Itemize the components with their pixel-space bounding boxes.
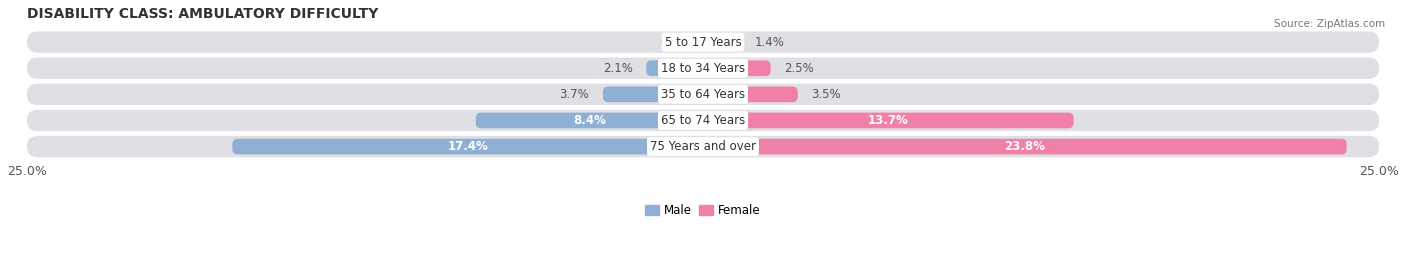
FancyBboxPatch shape: [703, 139, 1347, 154]
FancyBboxPatch shape: [703, 113, 1074, 128]
FancyBboxPatch shape: [27, 58, 1379, 79]
Text: 2.5%: 2.5%: [785, 62, 814, 75]
FancyBboxPatch shape: [703, 34, 741, 50]
Text: 2.1%: 2.1%: [603, 62, 633, 75]
FancyBboxPatch shape: [603, 87, 703, 102]
Text: 23.8%: 23.8%: [1004, 140, 1045, 153]
Text: 35 to 64 Years: 35 to 64 Years: [661, 88, 745, 101]
FancyBboxPatch shape: [27, 31, 1379, 53]
Text: 5 to 17 Years: 5 to 17 Years: [665, 36, 741, 49]
Text: 3.5%: 3.5%: [811, 88, 841, 101]
Legend: Male, Female: Male, Female: [641, 199, 765, 222]
Text: 1.4%: 1.4%: [755, 36, 785, 49]
Text: 18 to 34 Years: 18 to 34 Years: [661, 62, 745, 75]
Text: 17.4%: 17.4%: [447, 140, 488, 153]
Text: 75 Years and over: 75 Years and over: [650, 140, 756, 153]
FancyBboxPatch shape: [647, 60, 703, 76]
FancyBboxPatch shape: [27, 136, 1379, 157]
Text: 8.4%: 8.4%: [574, 114, 606, 127]
FancyBboxPatch shape: [475, 113, 703, 128]
FancyBboxPatch shape: [27, 84, 1379, 105]
Text: 65 to 74 Years: 65 to 74 Years: [661, 114, 745, 127]
Text: 0.0%: 0.0%: [659, 36, 689, 49]
FancyBboxPatch shape: [703, 87, 797, 102]
Text: 3.7%: 3.7%: [560, 88, 589, 101]
Text: 13.7%: 13.7%: [868, 114, 908, 127]
Text: DISABILITY CLASS: AMBULATORY DIFFICULTY: DISABILITY CLASS: AMBULATORY DIFFICULTY: [27, 7, 378, 21]
FancyBboxPatch shape: [27, 110, 1379, 131]
Text: Source: ZipAtlas.com: Source: ZipAtlas.com: [1274, 19, 1385, 29]
FancyBboxPatch shape: [232, 139, 703, 154]
FancyBboxPatch shape: [703, 60, 770, 76]
